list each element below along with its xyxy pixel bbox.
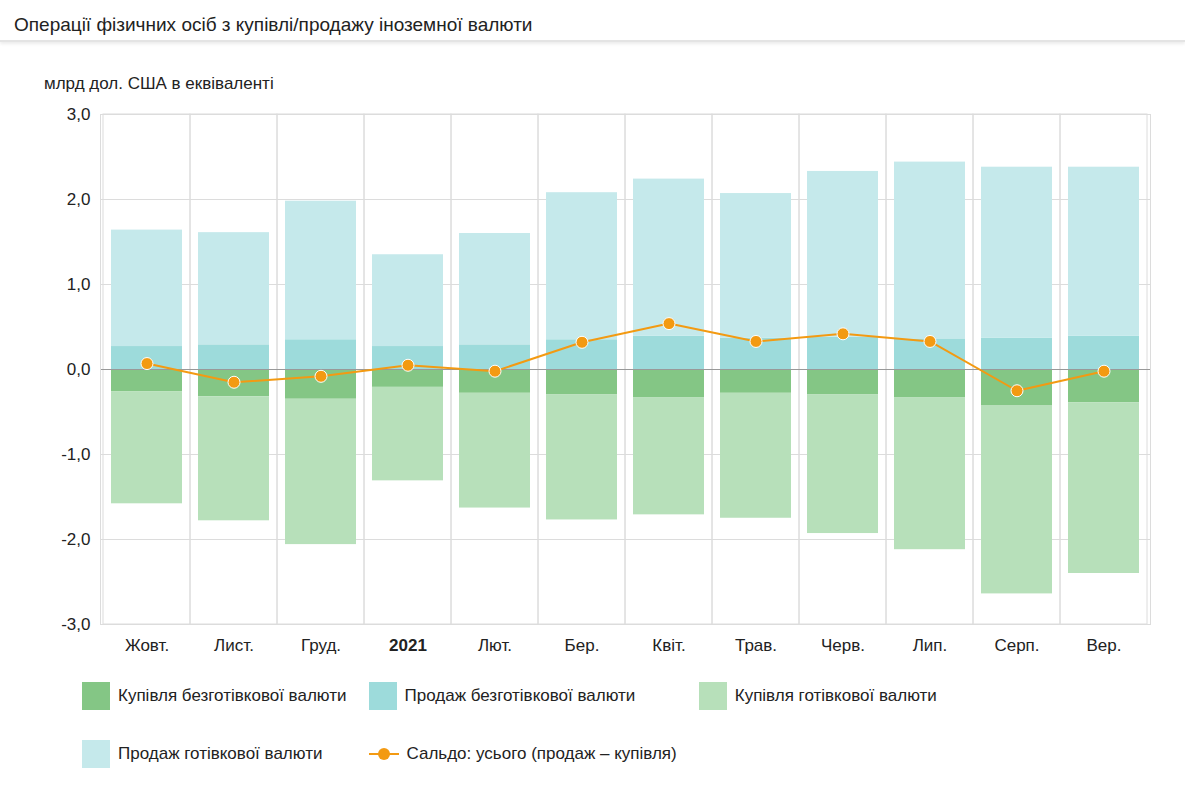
svg-text:-2,0: -2,0	[61, 530, 90, 549]
svg-text:Бер.: Бер.	[565, 636, 600, 655]
svg-text:Груд.: Груд.	[301, 636, 341, 655]
svg-text:2021: 2021	[389, 636, 427, 655]
svg-text:Лип.: Лип.	[913, 636, 948, 655]
html-text:Операції фізичних осіб з купів: Операції фізичних осіб з купівлі/продажу…	[14, 14, 533, 35]
svg-text:Черв.: Черв.	[821, 636, 865, 655]
svg-text:0,0: 0,0	[67, 360, 91, 379]
html-text:Купівля готівкової валюти: Купівля готівкової валюти	[734, 686, 937, 705]
html-text:млрд дол. США в еквіваленті: млрд дол. США в еквіваленті	[44, 74, 274, 93]
svg-text:Трав.: Трав.	[735, 636, 777, 655]
html-text:Продаж безготівкової валюти: Продаж безготівкової валюти	[404, 686, 636, 705]
html-text:Купівля безготівкової валюти: Купівля безготівкової валюти	[118, 686, 347, 705]
svg-text:1,0: 1,0	[67, 275, 91, 294]
svg-text:Квіт.: Квіт.	[652, 636, 685, 655]
svg-text:Лист.: Лист.	[214, 636, 254, 655]
svg-text:Жовт.: Жовт.	[125, 636, 169, 655]
svg-text:-3,0: -3,0	[61, 615, 90, 634]
svg-text:Вер.: Вер.	[1087, 636, 1122, 655]
svg-text:2,0: 2,0	[67, 190, 91, 209]
svg-text:Лют.: Лют.	[478, 636, 512, 655]
html-text:Продаж готівкової валюти: Продаж готівкової валюти	[118, 744, 323, 763]
html-text:Сальдо: усього (продаж – купів: Сальдо: усього (продаж – купівля)	[406, 744, 677, 763]
svg-text:-1,0: -1,0	[61, 445, 90, 464]
svg-text:3,0: 3,0	[67, 105, 91, 124]
svg-text:Серп.: Серп.	[994, 636, 1039, 655]
